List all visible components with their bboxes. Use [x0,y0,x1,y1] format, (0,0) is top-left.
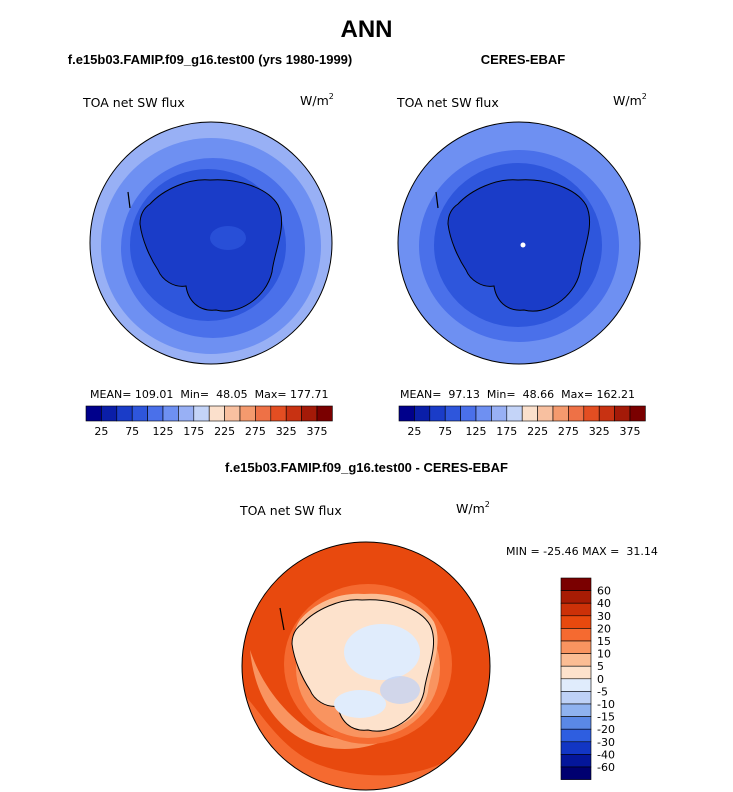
diff-colorbar-tick-label: -10 [597,698,615,711]
panel1-colorbar-box [270,405,287,422]
panel2-colorbar: 25 75 125 175 225 275 325 375 [398,405,646,438]
panel1-colorbar-box [116,405,133,422]
panel2-colorbar-tick-label: 175 [496,425,517,438]
panel1-colorbar-box [193,405,210,422]
diff-colorbar-tick-label: -15 [597,711,615,724]
diff-colorbar-tick-label: 40 [597,597,611,610]
panel2-colorbar-tick-label: 325 [589,425,610,438]
panel1-colorbar-box [85,405,102,422]
diff-colorbar-box [560,741,592,755]
panel1-colorbar-box [316,405,333,422]
panel1-colorbar-tick-label: 25 [94,425,108,438]
diff-subtitle: f.e15b03.FAMIP.f09_g16.test00 - CERES-EB… [225,460,508,475]
panel1-colorbar-tick-label: 75 [125,425,139,438]
panel1-colorbar-box [131,405,148,422]
diff-colorbar-box [560,653,592,667]
diff-colorbar-box [560,703,592,717]
panel2-colorbar-tick-label: 375 [620,425,641,438]
panel2-colorbar-tick-label: 25 [407,425,421,438]
panel2-colorbar-box [475,405,492,422]
diff-colorbar-box [560,716,592,730]
diff-colorbar-box [560,628,592,642]
diff-colorbar-tick-label: 30 [597,610,611,623]
panel2-colorbar-box [491,405,508,422]
panel2-variable-label: TOA net SW flux [397,95,499,110]
panel1-colorbar-box [147,405,164,422]
diff-colorbar-tick-label: -20 [597,723,615,736]
diff-colorbar-box [560,754,592,768]
panel1-polar-map [89,121,333,365]
panel2-colorbar-box [521,405,538,422]
panel2-colorbar-box [414,405,431,422]
panel1-units: W/m2 [300,92,334,108]
panel2-colorbar-tick-label: 125 [466,425,487,438]
panel1-colorbar-tick-label: 175 [183,425,204,438]
diff-colorbar-box [560,728,592,743]
page-title: ANN [340,16,393,43]
panel2-subtitle: CERES-EBAF [480,52,566,67]
panel2-colorbar-box [583,405,600,422]
diff-colorbar-tick-label: 0 [597,673,604,686]
panel1-colorbar-box [162,405,179,422]
panel2-stats: MEAN= 97.13 Min= 48.66 Max= 162.21 [400,388,636,401]
diff-colorbar-tick-label: -5 [597,685,608,698]
panel2-colorbar-box [429,405,446,422]
diff-colorbar-box [560,766,592,780]
diff-colorbar-box [560,691,592,705]
panel1-colorbar-tick-label: 325 [276,425,297,438]
panel2-colorbar-box [398,405,415,422]
panel1-colorbar-box [301,405,318,422]
panel2-colorbar-box [568,405,585,422]
diff-colorbar-tick-label: 5 [597,660,604,673]
diff-colorbar-box [560,615,592,629]
panel2-polar-map [397,121,641,365]
diff-colorbar-tick-label: -40 [597,748,615,761]
panel2-colorbar-tick-label: 225 [527,425,548,438]
diff-colorbar-tick-label: 20 [597,622,611,635]
panel2-colorbar-box [614,405,631,422]
panel1-colorbar-box [255,405,272,422]
diff-colorbar-box [560,640,592,654]
panel2-colorbar-box [552,405,569,422]
diff-stats: MIN = -25.46 MAX = 31.14 [506,545,658,558]
panel1-subtitle: f.e15b03.FAMIP.f09_g16.test00 (yrs 1980-… [67,52,353,67]
diff-colorbar-tick-label: 10 [597,648,611,661]
panel1-variable-label: TOA net SW flux [83,95,185,110]
panel1-colorbar-box [178,405,195,422]
panel2-colorbar-tick-label: 275 [558,425,579,438]
diff-units: W/m2 [456,500,490,516]
panel2-colorbar-box [506,405,523,422]
panel2-colorbar-tick-label: 75 [438,425,452,438]
diff-colorbar-box [560,602,592,617]
panel1-colorbar-box [101,405,118,422]
panel1-colorbar-box [239,405,256,422]
panel1-colorbar-box [224,405,241,422]
panel1-colorbar-tick-label: 125 [153,425,174,438]
diff-colorbar-tick-label: 60 [597,585,611,598]
diff-colorbar-tick-label: -60 [597,761,615,774]
diff-colorbar-tick-label: 15 [597,635,611,648]
diff-colorbar-box [560,678,592,692]
panel2-colorbar-box [460,405,477,422]
panel1-colorbar-tick-label: 375 [307,425,328,438]
panel2-colorbar-box [444,405,461,422]
diff-colorbar-box [560,590,592,604]
panel2-colorbar-box [537,405,554,422]
diff-variable-label: TOA net SW flux [240,503,342,518]
panel1-colorbar: 25 75 125 175 225 275 325 375 [85,405,333,438]
panel2-colorbar-box [629,405,646,422]
panel2-colorbar-box [598,405,615,422]
panel1-stats: MEAN= 109.01 Min= 48.05 Max= 177.71 [90,388,329,401]
diff-colorbar-box [560,665,592,680]
diff-colorbar-tick-label: -30 [597,736,615,749]
diff-colorbar-box [560,577,592,591]
panel1-colorbar-tick-label: 225 [214,425,235,438]
panel1-colorbar-box [208,405,225,422]
panel1-colorbar-tick-label: 275 [245,425,266,438]
panel2-units: W/m2 [613,92,647,108]
diff-polar-map [241,541,491,791]
panel1-colorbar-box [285,405,302,422]
